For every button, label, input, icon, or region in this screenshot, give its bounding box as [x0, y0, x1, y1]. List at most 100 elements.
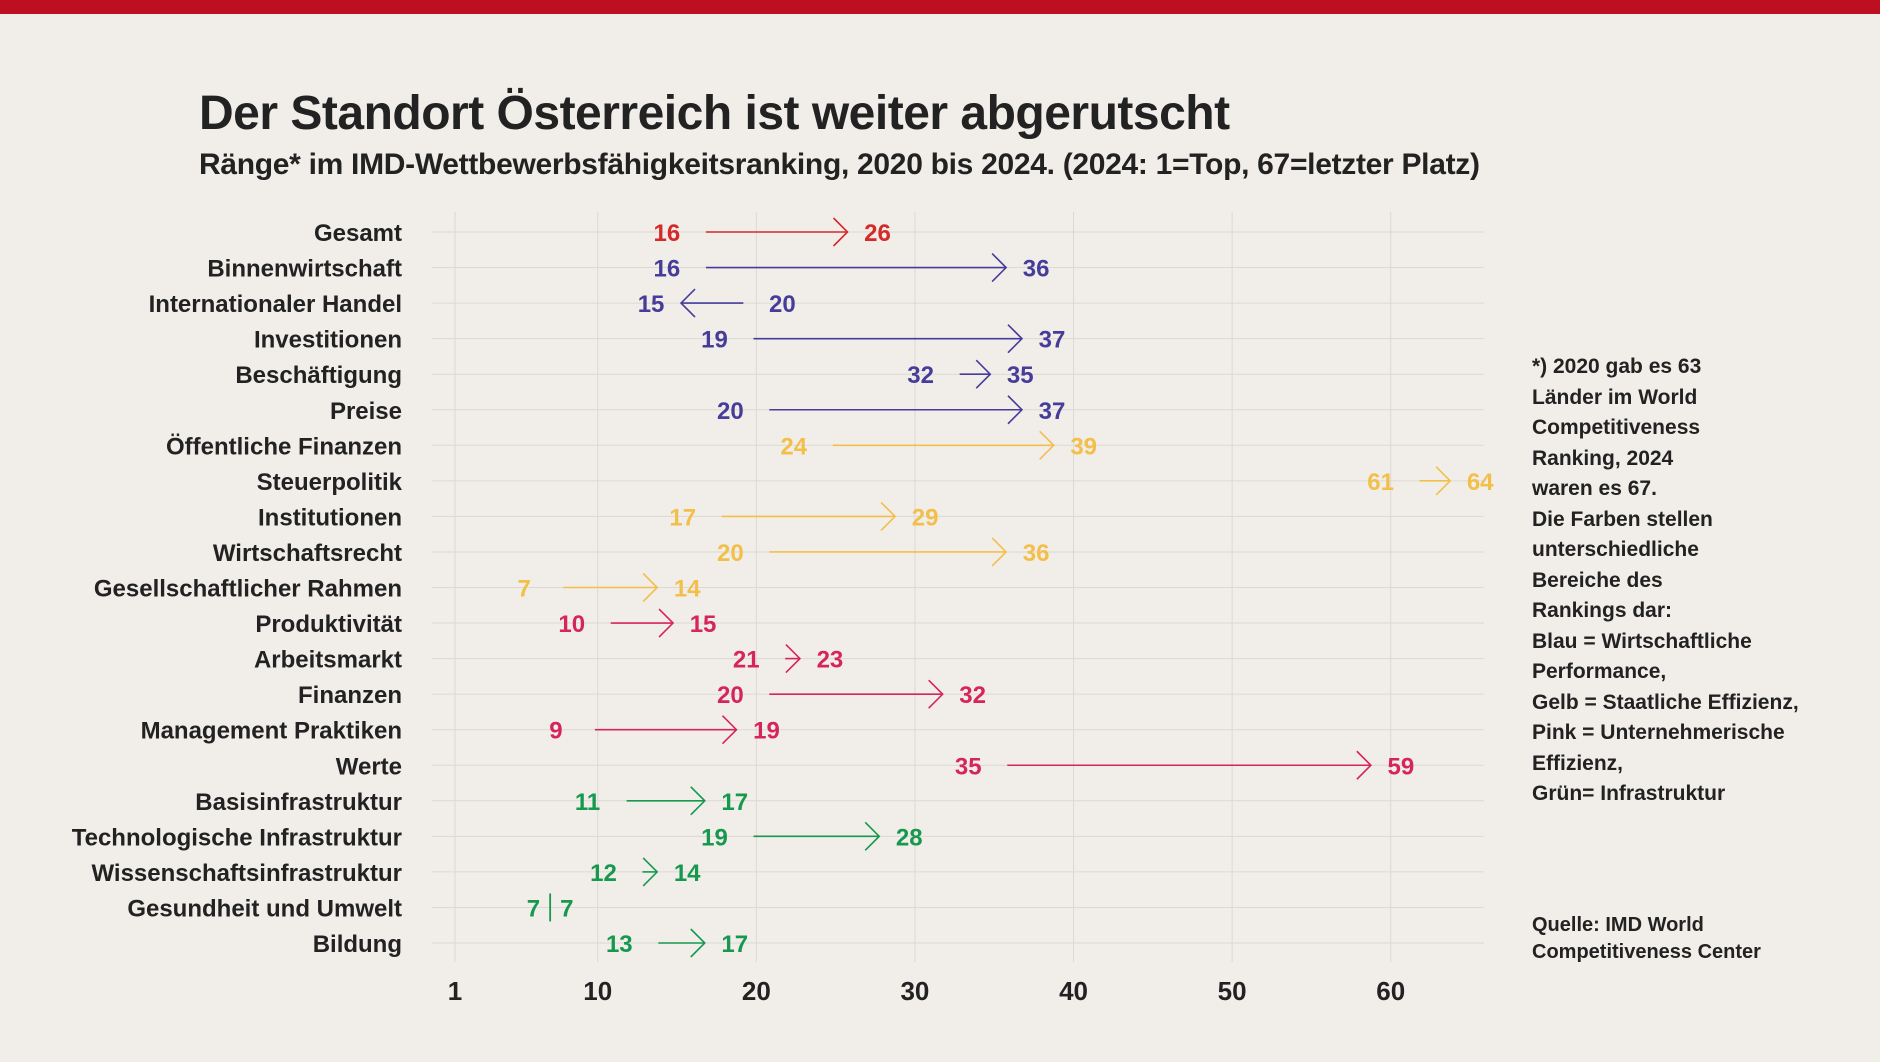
- category-label: Gesellschaftlicher Rahmen: [94, 576, 402, 603]
- arrow-row: 10 15: [558, 608, 717, 638]
- arrow-row: 7 14: [517, 572, 701, 603]
- arrow-row: 11 17: [575, 786, 748, 816]
- value-2020: 13: [606, 931, 633, 958]
- value-2020: 21: [733, 647, 760, 674]
- arrow-row: 32 35: [907, 359, 1034, 389]
- value-2024: 59: [1388, 753, 1415, 780]
- value-2024: 64: [1467, 469, 1494, 496]
- arrow-head: [880, 501, 897, 531]
- arrow-head: [1007, 395, 1024, 425]
- value-2024: 35: [1007, 362, 1034, 389]
- value-2020: 20: [717, 398, 744, 425]
- arrow-head: [690, 786, 706, 816]
- value-2020: 61: [1367, 469, 1394, 496]
- value-2020: 17: [669, 504, 696, 531]
- footnote-line: Länder im World: [1532, 385, 1698, 409]
- category-label: Produktivität: [255, 611, 402, 638]
- value-2020: 7: [517, 576, 530, 603]
- value-2020: 19: [701, 327, 728, 354]
- arrow-head: [928, 679, 944, 709]
- category-label: Binnenwirtschaft: [207, 256, 402, 283]
- footnote-line: Bereiche des: [1532, 568, 1663, 592]
- arrow-row: 12 14: [590, 857, 701, 887]
- category-label: Management Praktiken: [141, 718, 402, 745]
- footnote-line: *) 2020 gab es 63: [1532, 355, 1702, 378]
- value-2024: 28: [896, 824, 923, 851]
- footnote-line: Competitiveness: [1532, 416, 1701, 439]
- arrow-row: 35 59: [955, 750, 1415, 780]
- arrow-head: [721, 715, 738, 745]
- value-2024: 36: [1023, 256, 1050, 283]
- value-2020: 7: [527, 895, 540, 922]
- value-2024: 32: [959, 682, 986, 709]
- arrow-head: [679, 288, 696, 318]
- arrow-head: [991, 252, 1008, 283]
- arrow-head: [642, 572, 659, 603]
- footnote-line: Grün= Infrastruktur: [1532, 782, 1726, 805]
- value-2020: 16: [654, 256, 681, 283]
- value-2024: 23: [817, 647, 844, 674]
- value-2024: 15: [690, 611, 717, 638]
- chart-title: Der Standort Österreich ist weiter abger…: [199, 87, 1230, 140]
- category-label: Internationaler Handel: [149, 291, 402, 318]
- arrow-row: 19 37: [701, 324, 1065, 354]
- category-label: Gesamt: [314, 220, 402, 247]
- category-label: Investitionen: [254, 327, 402, 354]
- footnote-line: Ranking, 2024: [1532, 446, 1674, 470]
- value-2020: 24: [780, 433, 807, 460]
- value-2020: 20: [717, 682, 744, 709]
- x-tick-label: 50: [1218, 976, 1247, 1006]
- arrow-row: 9 19: [549, 715, 780, 745]
- category-label: Institutionen: [258, 504, 402, 531]
- arrow-head: [1007, 324, 1024, 354]
- footnote: *) 2020 gab es 63 Länder im World Compet…: [1532, 352, 1832, 810]
- category-label: Steuerpolitik: [257, 469, 403, 496]
- value-2024: 26: [864, 220, 891, 247]
- arrow-row: 20 36: [717, 537, 1049, 567]
- footnote-line: Rankings dar:: [1532, 599, 1673, 622]
- arrow-row: 16 36: [654, 252, 1050, 283]
- category-label: Finanzen: [298, 682, 402, 709]
- footnote-line: waren es 67.: [1532, 477, 1657, 500]
- x-tick-label: 20: [742, 976, 771, 1006]
- arrow-row: 20 37: [717, 395, 1066, 425]
- value-2024: 37: [1039, 398, 1066, 425]
- arrow-head: [658, 608, 675, 638]
- footnote-line: Performance,: [1532, 660, 1667, 683]
- arrow-head: [1356, 750, 1373, 780]
- category-label: Beschäftigung: [235, 362, 402, 389]
- source-note: Quelle: IMD World Competitiveness Center: [1532, 912, 1832, 966]
- value-2020: 32: [907, 362, 934, 389]
- category-label: Basisinfrastruktur: [195, 789, 402, 816]
- arrow-head: [864, 821, 881, 851]
- category-label: Technologische Infrastruktur: [72, 824, 402, 851]
- source-line: Competitiveness Center: [1532, 941, 1761, 963]
- x-tick-label: 30: [900, 976, 929, 1006]
- arrow-head: [1435, 466, 1452, 496]
- value-2020: 35: [955, 753, 982, 780]
- arrow-row: 17 29: [669, 501, 939, 531]
- footnote-line: Gelb = Staatliche Effizienz,: [1532, 690, 1799, 714]
- x-tick-label: 1: [448, 976, 462, 1006]
- category-label: Arbeitsmarkt: [254, 647, 402, 674]
- category-label: Wirtschaftsrecht: [213, 540, 402, 567]
- arrow-head: [975, 359, 992, 389]
- arrow-row: 20 32: [717, 679, 986, 709]
- value-2024: 39: [1070, 433, 1097, 460]
- category-label: Wissenschaftsinfrastruktur: [91, 860, 402, 887]
- value-2024: 14: [674, 860, 701, 887]
- value-2024: 15: [638, 291, 665, 318]
- footnote-line: Die Farben stellen: [1532, 507, 1713, 531]
- footnote-line: unterschiedliche: [1532, 538, 1699, 561]
- value-2024: 29: [912, 504, 939, 531]
- category-label: Werte: [336, 753, 402, 780]
- category-labels: Gesamt Binnenwirtschaft Internationaler Ha…: [72, 220, 403, 958]
- arrow-row: 16 26: [654, 217, 891, 247]
- value-2024: 17: [721, 789, 748, 816]
- category-label: Öffentliche Finanzen: [166, 433, 402, 460]
- source-line: Quelle: IMD World: [1532, 914, 1704, 936]
- value-2020: 20: [769, 291, 796, 318]
